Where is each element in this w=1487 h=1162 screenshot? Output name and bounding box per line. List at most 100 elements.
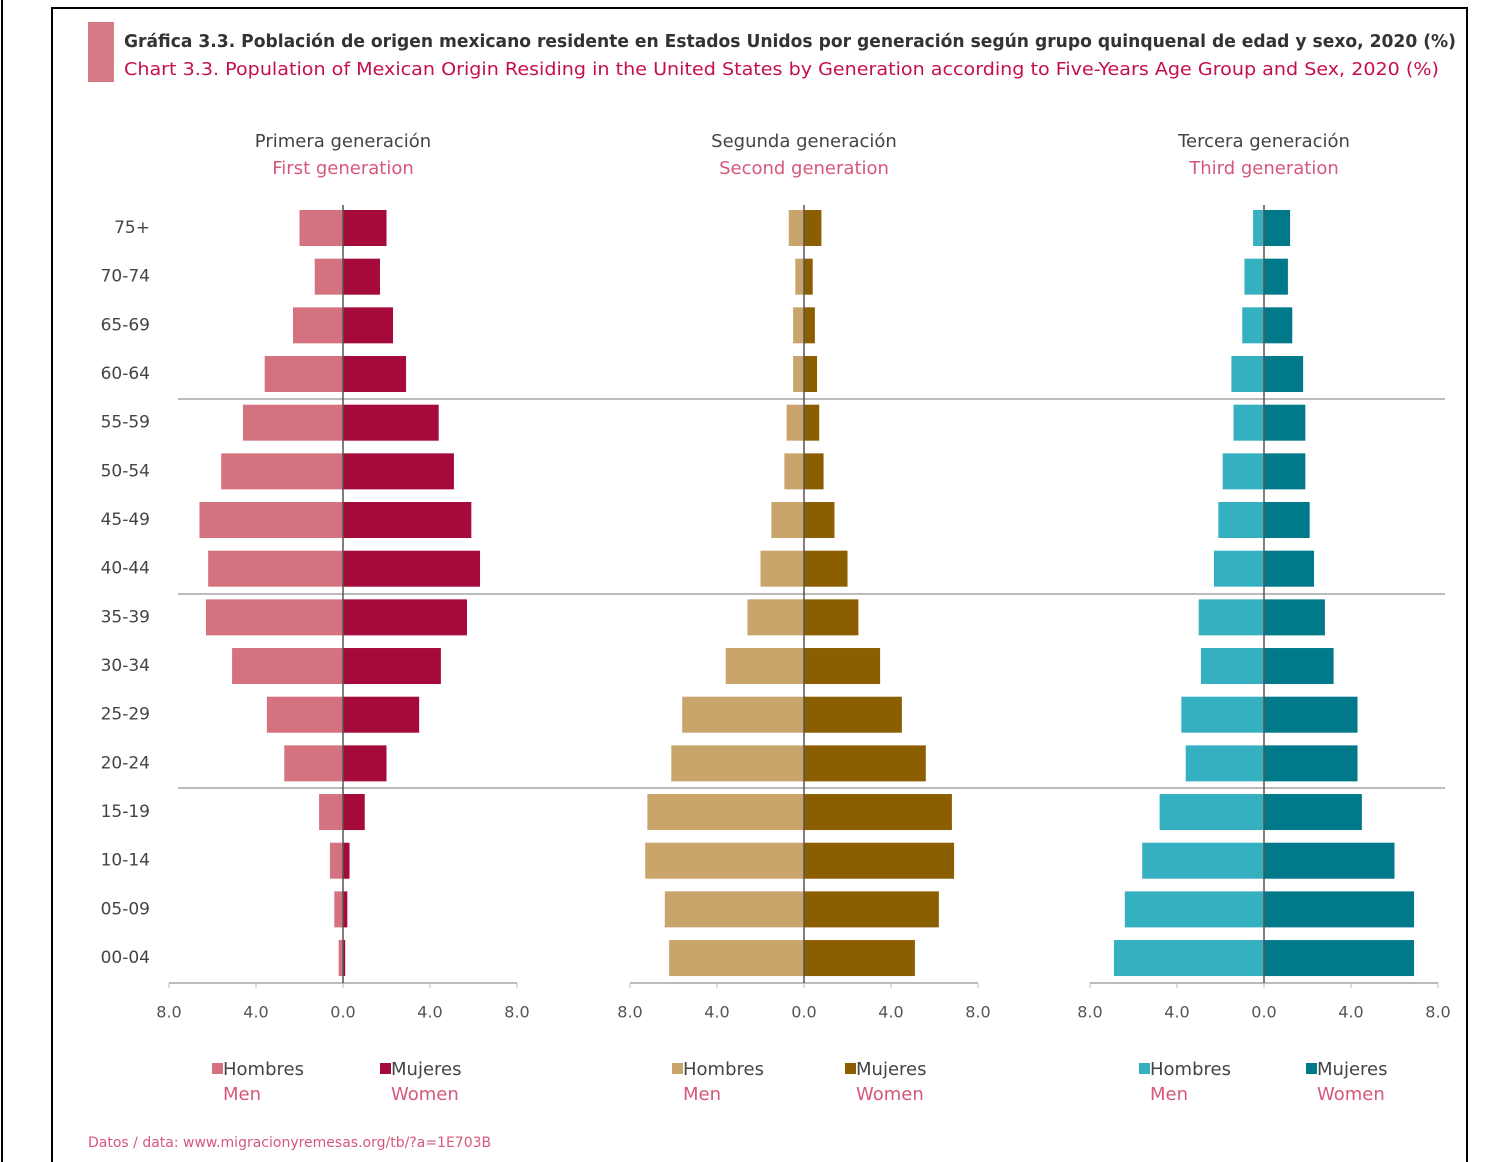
bar xyxy=(682,696,804,733)
bar xyxy=(725,648,804,685)
bar xyxy=(1264,696,1358,733)
bar xyxy=(804,842,955,879)
y-tick-label: 25-29 xyxy=(101,705,150,725)
bar xyxy=(314,258,343,295)
bar xyxy=(669,940,804,977)
bar xyxy=(1264,794,1362,831)
x-tick-label: 8.0 xyxy=(156,1003,181,1022)
y-tick-label: 00-04 xyxy=(101,948,150,968)
bar xyxy=(747,599,804,636)
bar xyxy=(1185,745,1264,782)
bar xyxy=(671,745,804,782)
bar xyxy=(1264,502,1310,539)
bar xyxy=(1264,940,1415,977)
x-tick-label: 8.0 xyxy=(965,1003,990,1022)
legend-swatch xyxy=(1306,1063,1317,1074)
bar xyxy=(804,745,926,782)
x-tick-label: 4.0 xyxy=(417,1003,442,1022)
bar xyxy=(760,550,804,587)
source: Datos / data: www.migracionyremesas.org/… xyxy=(88,1135,491,1151)
bar xyxy=(1231,356,1264,393)
bar xyxy=(1244,258,1264,295)
panel-subtitle: Second generation xyxy=(719,158,889,179)
legend-swatch xyxy=(212,1063,223,1074)
bar xyxy=(804,210,822,246)
legend-label: Men xyxy=(683,1084,721,1105)
bar xyxy=(264,356,343,393)
bar xyxy=(786,404,804,441)
bar xyxy=(788,210,804,246)
bar xyxy=(1159,794,1264,831)
x-tick-label: 4.0 xyxy=(1164,1003,1189,1022)
bar xyxy=(1264,307,1293,344)
legend-label: Men xyxy=(1150,1084,1188,1105)
x-tick-label: 0.0 xyxy=(330,1003,355,1022)
bar xyxy=(1222,453,1264,490)
bar xyxy=(1264,842,1395,879)
bar xyxy=(343,599,467,636)
bar xyxy=(804,502,835,539)
legend-swatch xyxy=(845,1063,856,1074)
bar xyxy=(1264,891,1415,928)
bar xyxy=(1198,599,1264,636)
bar xyxy=(1264,404,1306,441)
bar xyxy=(804,550,848,587)
x-tick-label: 0.0 xyxy=(1251,1003,1276,1022)
bar xyxy=(804,307,815,344)
bar xyxy=(232,648,343,685)
bar xyxy=(664,891,804,928)
bar xyxy=(343,842,350,879)
y-tick-label: 10-14 xyxy=(101,851,150,871)
bar xyxy=(1264,745,1358,782)
bar xyxy=(1253,210,1264,246)
bar xyxy=(1264,210,1291,246)
bar xyxy=(343,891,348,928)
bar xyxy=(266,696,343,733)
panel-title: Segunda generación xyxy=(711,131,897,152)
y-tick-label: 55-59 xyxy=(101,413,150,433)
bar xyxy=(804,940,915,977)
bar xyxy=(804,891,939,928)
bar xyxy=(343,356,407,393)
legend-label: Hombres xyxy=(683,1059,764,1080)
subtitle: Chart 3.3. Population of Mexican Origin … xyxy=(124,59,1439,80)
bar xyxy=(1124,891,1264,928)
bar xyxy=(1264,550,1315,587)
bar xyxy=(319,794,343,831)
x-tick-label: 4.0 xyxy=(1338,1003,1363,1022)
y-tick-label: 20-24 xyxy=(101,753,150,773)
bar xyxy=(343,550,481,587)
bar xyxy=(329,842,343,879)
bar xyxy=(343,745,387,782)
y-tick-label: 70-74 xyxy=(101,267,150,287)
bar xyxy=(804,453,824,490)
bar xyxy=(1218,502,1264,539)
frame xyxy=(51,7,1468,1162)
bar xyxy=(1264,356,1304,393)
legend-label: Women xyxy=(856,1084,924,1105)
x-tick-label: 0.0 xyxy=(791,1003,816,1022)
y-tick-label: 65-69 xyxy=(101,315,150,335)
y-tick-label: 35-39 xyxy=(101,607,150,627)
bar xyxy=(1200,648,1264,685)
bar xyxy=(292,307,343,344)
bar xyxy=(242,404,343,441)
y-tick-label: 60-64 xyxy=(101,364,150,384)
x-tick-label: 8.0 xyxy=(617,1003,642,1022)
panel-subtitle: Third generation xyxy=(1188,158,1339,179)
legend-label: Mujeres xyxy=(391,1059,461,1080)
x-tick-label: 8.0 xyxy=(504,1003,529,1022)
bar xyxy=(804,258,813,295)
bar xyxy=(795,258,804,295)
bar xyxy=(771,502,804,539)
bar xyxy=(1242,307,1264,344)
legend-swatch xyxy=(380,1063,391,1074)
bar xyxy=(343,502,472,539)
y-tick-label: 50-54 xyxy=(101,461,150,481)
panel-title: Tercera generación xyxy=(1177,131,1350,152)
bar xyxy=(804,794,952,831)
bar xyxy=(343,404,439,441)
legend-label: Men xyxy=(223,1084,261,1105)
bar xyxy=(343,940,346,977)
